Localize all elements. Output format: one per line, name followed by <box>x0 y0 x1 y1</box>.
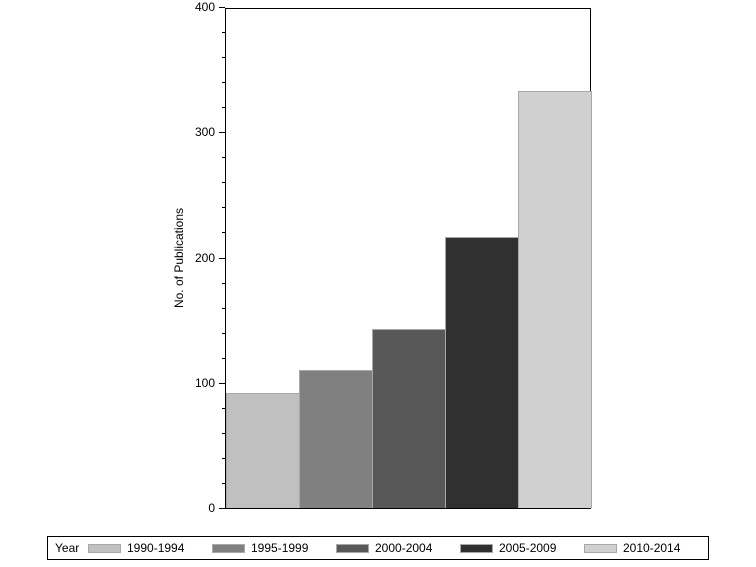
legend-swatch <box>584 543 617 553</box>
bar-2000-2004 <box>372 329 446 508</box>
major-tick <box>219 132 225 133</box>
legend-title: Year <box>55 541 80 555</box>
y-tick-label: 100 <box>194 376 215 390</box>
legend-label: 2000-2004 <box>375 541 433 555</box>
legend-item-1995-1999: 1995-1999 <box>212 541 336 555</box>
bar-1990-1994 <box>226 393 300 508</box>
legend-label: 1990-1994 <box>127 541 185 555</box>
major-tick <box>219 258 225 259</box>
y-tick-label: 400 <box>194 0 215 14</box>
bar-1995-1999 <box>299 370 373 508</box>
legend-item-2010-2014: 2010-2014 <box>584 541 708 555</box>
minor-tick <box>222 107 225 108</box>
minor-tick <box>222 358 225 359</box>
minor-tick <box>222 207 225 208</box>
y-tick-label: 300 <box>194 125 215 139</box>
legend-label: 2010-2014 <box>623 541 681 555</box>
minor-tick <box>222 433 225 434</box>
legend-item-1990-1994: 1990-1994 <box>88 541 212 555</box>
minor-tick <box>222 408 225 409</box>
legend: Year 1990-1994 1995-1999 2000-2004 2005-200… <box>47 536 709 560</box>
bar-2005-2009 <box>445 237 519 508</box>
legend-item-2005-2009: 2005-2009 <box>460 541 584 555</box>
y-tick-label: 0 <box>208 501 215 515</box>
minor-tick <box>222 57 225 58</box>
y-axis: 0 100 200 300 400 <box>0 0 225 520</box>
legend-label: 2005-2009 <box>499 541 557 555</box>
major-tick <box>219 383 225 384</box>
minor-tick <box>222 458 225 459</box>
minor-tick <box>222 82 225 83</box>
major-tick <box>219 508 225 509</box>
major-tick <box>219 7 225 8</box>
y-tick-label: 200 <box>194 251 215 265</box>
minor-tick <box>222 232 225 233</box>
minor-tick <box>222 283 225 284</box>
legend-swatch <box>336 543 369 553</box>
minor-tick <box>222 483 225 484</box>
minor-tick <box>222 182 225 183</box>
minor-tick <box>222 308 225 309</box>
bar-2010-2014 <box>518 91 592 508</box>
minor-tick <box>222 333 225 334</box>
legend-swatch <box>460 543 493 553</box>
legend-item-2000-2004: 2000-2004 <box>336 541 460 555</box>
y-axis-label: No. of Publications <box>172 207 186 309</box>
legend-label: 1995-1999 <box>251 541 309 555</box>
legend-swatch <box>88 543 121 553</box>
minor-tick <box>222 32 225 33</box>
minor-tick <box>222 157 225 158</box>
plot-area <box>225 8 592 509</box>
legend-swatch <box>212 543 245 553</box>
